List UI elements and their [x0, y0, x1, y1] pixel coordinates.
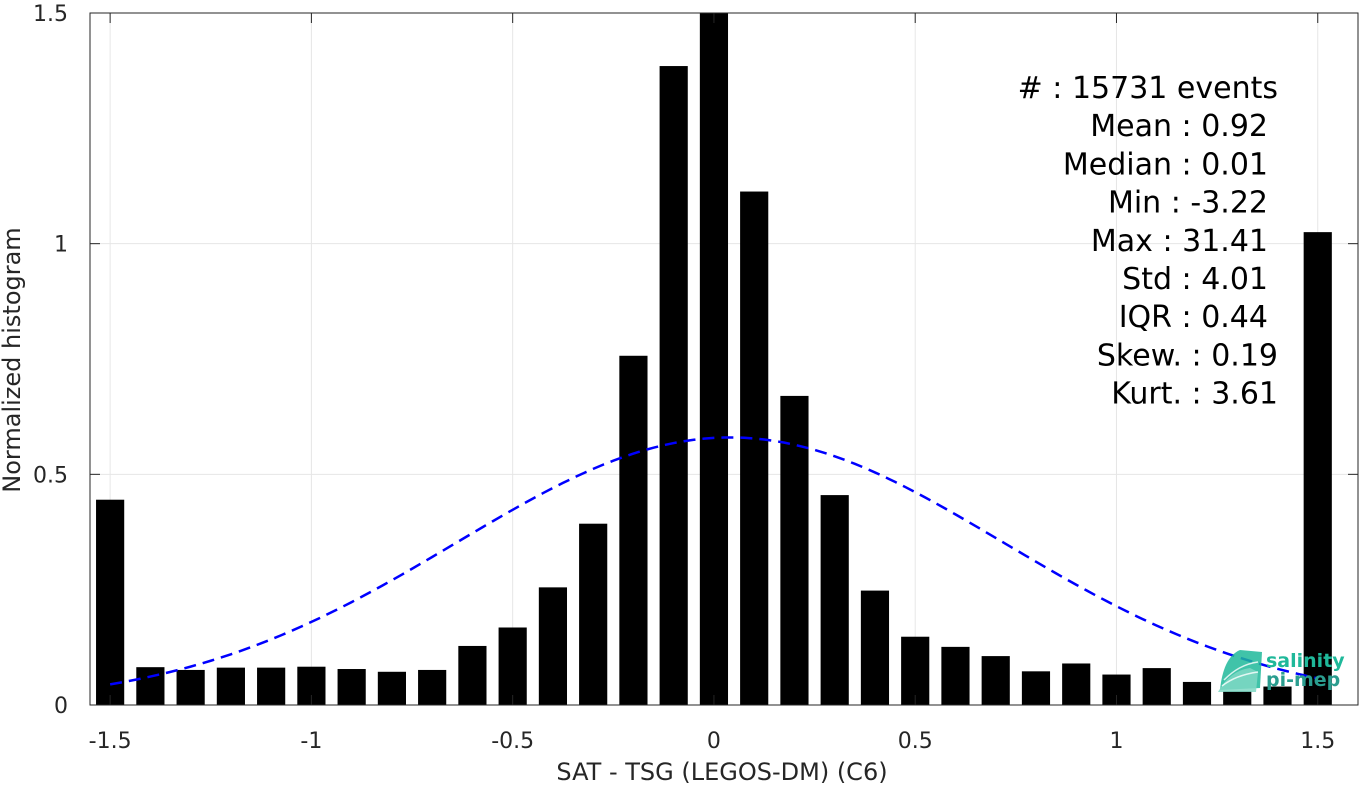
histogram-bar: [176, 669, 205, 705]
stat-line: Max : 31.41: [1091, 224, 1268, 259]
x-tick-labels: -1.5 -1 -0.5 0 0.5 1 1.5: [89, 729, 1336, 754]
axis-ticks: [90, 12, 1358, 706]
logo-text-salinity: salinity: [1266, 650, 1345, 672]
y-tick-label: 1.5: [33, 2, 68, 27]
histogram-bar: [538, 587, 568, 705]
wave-logo-icon: [1218, 650, 1262, 692]
y-tick-label: 1: [54, 233, 68, 258]
y-tick-label: 0.5: [33, 463, 68, 488]
stat-line: # : 15731 events: [1018, 71, 1278, 106]
y-axis-label: Normalized histogram: [0, 227, 26, 492]
x-tick-label: 1: [1109, 729, 1123, 754]
histogram-bar: [941, 646, 970, 705]
x-tick-label: -1.5: [89, 729, 132, 754]
x-tick-label: -0.5: [491, 729, 534, 754]
histogram-bar: [619, 355, 648, 705]
histogram-bar: [498, 627, 527, 705]
x-tick-label: -1: [300, 729, 322, 754]
histogram-bar: [820, 495, 849, 705]
histogram-bar: [1303, 232, 1332, 705]
stat-line: Skew. : 0.19: [1097, 338, 1278, 373]
logo-text-pi-mep: pi-mep: [1266, 669, 1340, 691]
histogram-bar: [1263, 686, 1292, 705]
histogram-bar: [418, 669, 447, 705]
histogram-bar: [96, 499, 125, 705]
stat-line: Min : -3.22: [1108, 186, 1268, 221]
stat-line: IQR : 0.44: [1119, 300, 1268, 335]
stat-line: Kurt. : 3.61: [1111, 377, 1278, 412]
x-axis-label: SAT - TSG (LEGOS-DM) (C6): [556, 758, 887, 785]
histogram-bar: [1223, 691, 1252, 705]
histogram-bar: [377, 671, 406, 705]
plot-frame: [89, 12, 1359, 706]
histogram-bar: [1142, 668, 1171, 705]
bars: [96, 13, 1332, 705]
histogram-bar: [579, 523, 608, 705]
histogram-bar: [458, 645, 487, 705]
histogram-bar: [337, 669, 366, 705]
stat-line: Std : 4.01: [1122, 262, 1268, 297]
histogram-bar: [257, 667, 286, 705]
stat-line: Median : 0.01: [1063, 147, 1268, 182]
histogram-bar: [659, 66, 688, 705]
gaussian-fit-curve: [109, 436, 1319, 686]
x-tick-label: 0.5: [898, 729, 933, 754]
histogram-bar: [1062, 663, 1091, 705]
histogram-bar: [1182, 681, 1212, 705]
histogram-bar: [860, 590, 890, 705]
salinity-pi-mep-logo: salinity pi-mep: [1218, 650, 1345, 692]
histogram-bar: [981, 656, 1010, 705]
histogram-bar: [216, 667, 245, 705]
histogram-bar: [1021, 671, 1051, 705]
histogram-bar: [136, 667, 165, 705]
y-tick-label: 0: [54, 694, 68, 719]
histogram-bar: [901, 636, 930, 705]
histogram-bar: [699, 13, 729, 705]
y-tick-labels: 0 0.5 1 1.5: [33, 2, 68, 719]
stat-line: Mean : 0.92: [1090, 109, 1268, 144]
x-tick-label: 1.5: [1300, 729, 1335, 754]
histogram-bar: [740, 191, 769, 705]
x-tick-label: 0: [707, 729, 721, 754]
